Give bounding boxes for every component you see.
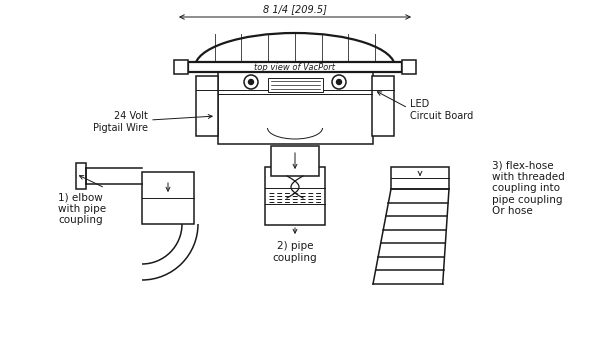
- Bar: [265, 167, 325, 225]
- Text: 3) flex-hose
with threaded
coupling into
pipe coupling
Or hose: 3) flex-hose with threaded coupling into…: [492, 160, 565, 216]
- Bar: [174, 60, 188, 74]
- Bar: [372, 76, 394, 136]
- Bar: [218, 72, 373, 144]
- Text: LED
Circuit Board: LED Circuit Board: [410, 99, 473, 121]
- Bar: [196, 76, 218, 136]
- Bar: [142, 172, 194, 224]
- Circle shape: [337, 80, 341, 85]
- Bar: [76, 163, 86, 189]
- Text: 8 1/4 [209.5]: 8 1/4 [209.5]: [263, 4, 327, 14]
- Bar: [188, 62, 402, 72]
- Text: 2) pipe
coupling: 2) pipe coupling: [272, 241, 317, 262]
- Text: 24 Volt
Pigtail Wire: 24 Volt Pigtail Wire: [93, 111, 148, 133]
- Bar: [268, 78, 323, 92]
- Bar: [391, 167, 449, 189]
- Text: top view of VacPort: top view of VacPort: [254, 63, 335, 72]
- Text: 1) elbow
with pipe
coupling: 1) elbow with pipe coupling: [58, 192, 106, 225]
- Bar: [271, 146, 319, 176]
- Bar: [402, 60, 416, 74]
- Circle shape: [248, 80, 253, 85]
